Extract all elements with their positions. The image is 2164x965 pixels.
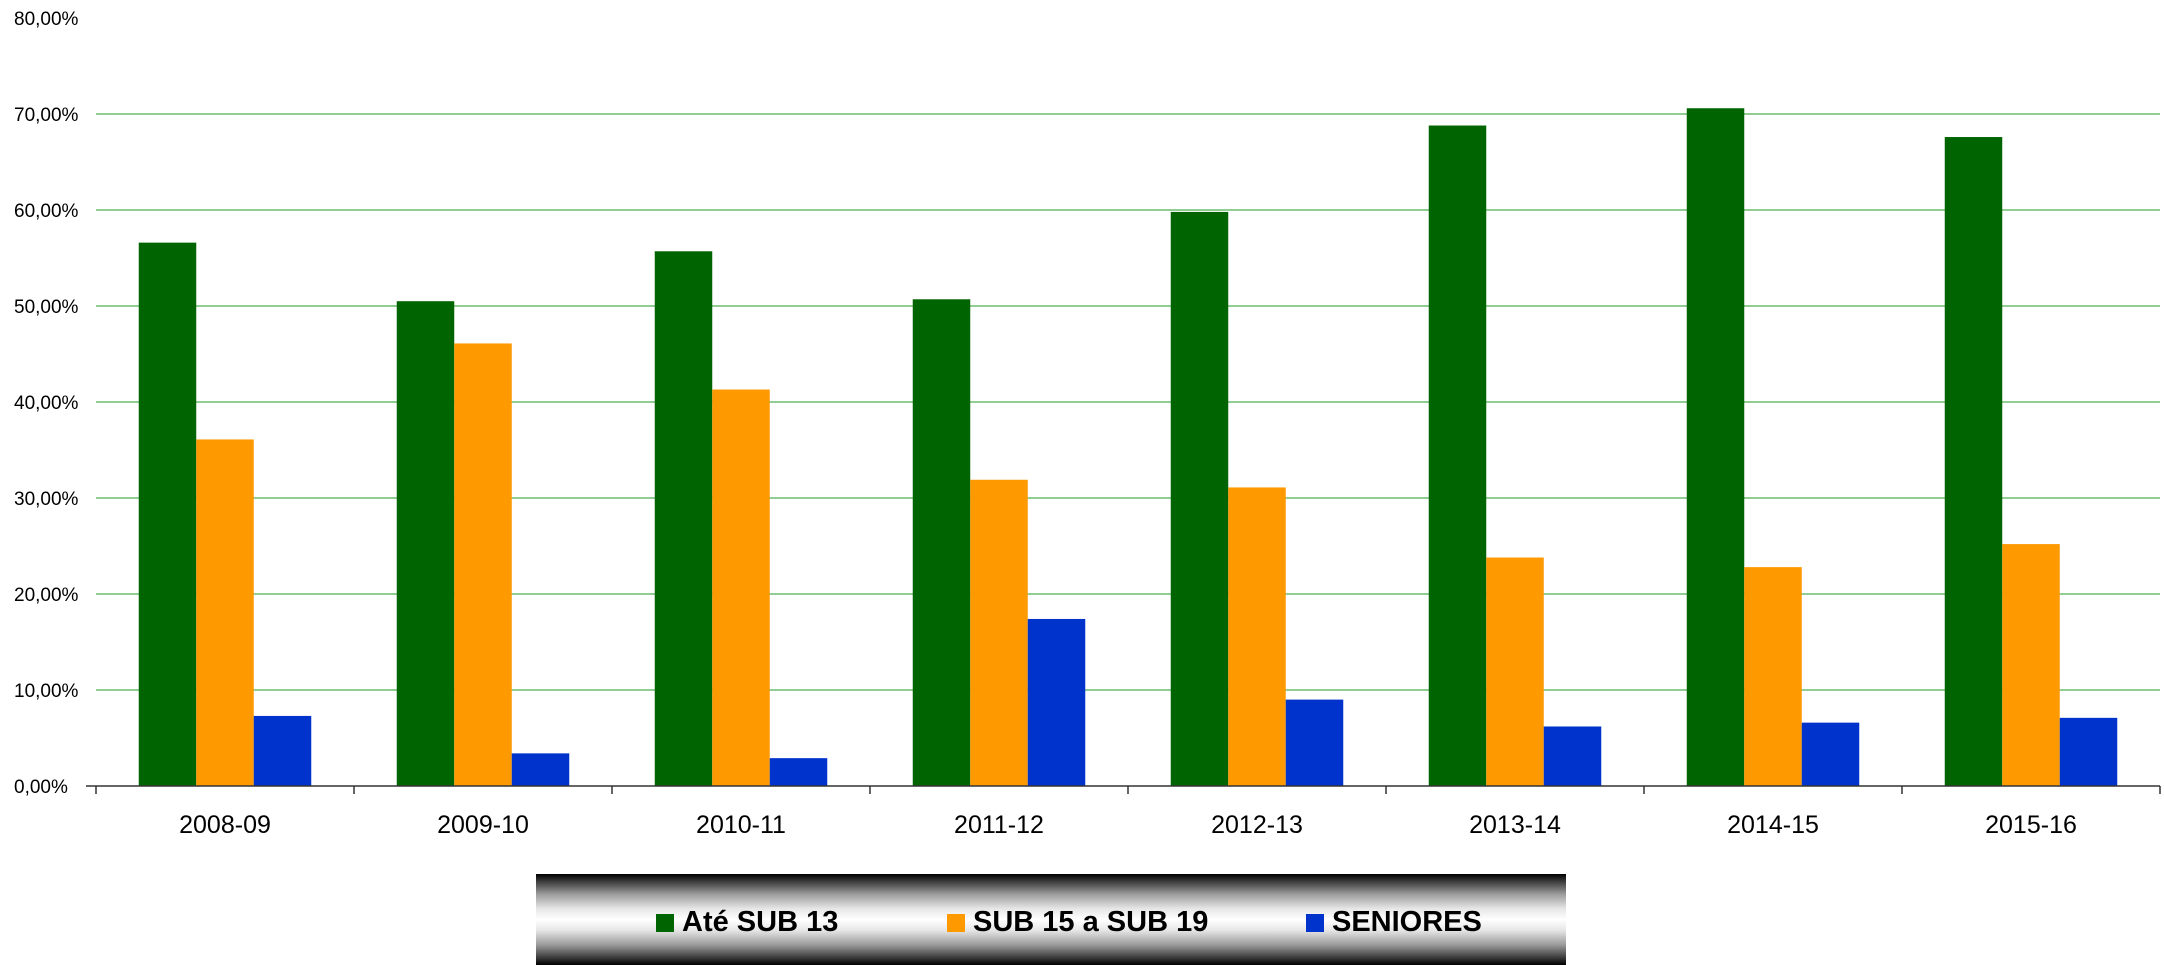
legend-label-seniores: SENIORES (1332, 906, 1482, 938)
y-tick-label: 40,00% (14, 393, 79, 414)
y-tick-label: 70,00% (14, 105, 79, 126)
x-tick-label: 2013-14 (1469, 811, 1561, 839)
y-tick-label: 60,00% (14, 201, 79, 222)
bar-2-2 (769, 758, 828, 786)
bar-1-3 (970, 479, 1028, 786)
legend-item-seniores: SENIORES (1306, 906, 1482, 939)
y-tick-label: 10,00% (14, 681, 79, 702)
bar-0-0 (138, 242, 197, 786)
legend-label-ate-sub-13: Até SUB 13 (682, 906, 839, 938)
legend-swatch-ate-sub-13 (656, 913, 674, 932)
legend-swatch-sub-15-a-sub-19 (947, 913, 965, 932)
axes (86, 785, 2161, 794)
bar-0-7 (1944, 137, 2003, 787)
bar-0-5 (1428, 125, 1487, 786)
bar-2-0 (253, 715, 312, 786)
bar-1-4 (1228, 487, 1286, 786)
x-tick-label: 2015-16 (1985, 811, 2077, 839)
x-tick-labels: 2008-09 2009-10 2010-11 2011-12 2012-13 2013-… (179, 811, 2077, 839)
bar-chart: 0,00% 10,00% 20,00% 30,00% 40,00% 50,00% 60,00… (14, 9, 2161, 839)
y-tick-label: 20,00% (14, 585, 79, 606)
bar-2-7 (2059, 717, 2118, 786)
bar-0-4 (1170, 211, 1229, 787)
x-tick-label: 2010-11 (696, 811, 786, 839)
legend-swatch-seniores (1306, 913, 1324, 932)
bar-2-1 (511, 753, 570, 786)
y-tick-label: 30,00% (14, 489, 79, 510)
bar-2-4 (1285, 699, 1344, 786)
legend-label-sub-15-a-sub-19: SUB 15 a SUB 19 (973, 906, 1209, 938)
legend-item-sub-15-a-sub-19: SUB 15 a SUB 19 (947, 906, 1208, 939)
x-tick-label: 2009-10 (437, 811, 529, 839)
x-tick-label: 2012-13 (1211, 811, 1303, 839)
bar-0-3 (912, 299, 971, 786)
x-tick-label: 2008-09 (179, 811, 271, 839)
bar-0-6 (1686, 108, 1745, 787)
y-tick-label: 80,00% (14, 9, 79, 30)
bar-2-5 (1543, 726, 1602, 786)
bar-0-2 (654, 251, 713, 786)
x-tick-label: 2011-12 (954, 811, 1044, 839)
y-tick-label: 50,00% (14, 297, 79, 318)
bar-1-2 (712, 389, 770, 786)
bar-1-0 (196, 439, 254, 786)
bar-2-3 (1027, 618, 1086, 786)
x-tick-label: 2014-15 (1727, 811, 1819, 839)
bar-1-7 (2002, 544, 2060, 786)
bars (138, 108, 2118, 787)
bar-1-6 (1744, 567, 1802, 786)
legend-item-ate-sub-13: Até SUB 13 (656, 906, 838, 939)
bar-1-1 (454, 343, 512, 786)
bar-1-5 (1486, 557, 1544, 786)
bar-2-6 (1801, 722, 1860, 786)
legend: Até SUB 13 SUB 15 a SUB 19 SENIORES (536, 874, 1566, 965)
y-tick-labels: 0,00% 10,00% 20,00% 30,00% 40,00% 50,00% 60,00… (14, 9, 79, 798)
bar-0-1 (396, 301, 455, 786)
y-tick-label: 0,00% (14, 777, 68, 798)
